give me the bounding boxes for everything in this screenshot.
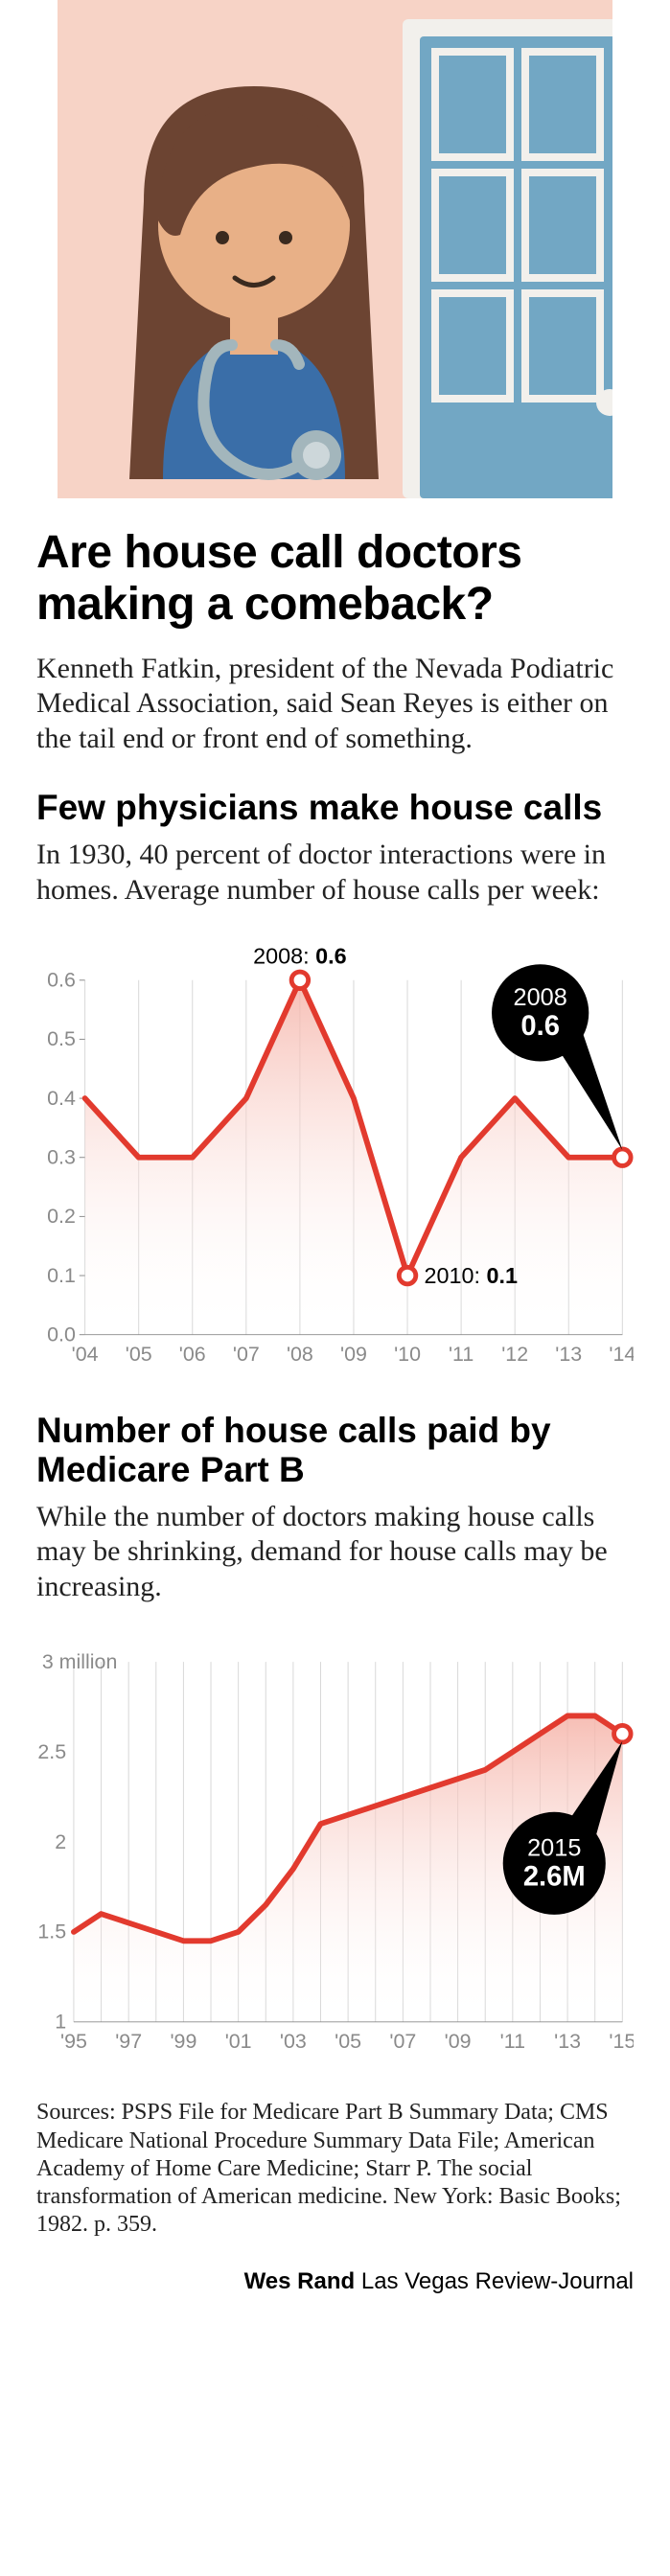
svg-text:'09: '09 (445, 2030, 472, 2053)
credit: Wes Rand Las Vegas Review-Journal (36, 2268, 634, 2314)
svg-text:'15: '15 (609, 2030, 634, 2053)
svg-text:'07: '07 (389, 2030, 416, 2053)
chart1-title: Few physicians make house calls (36, 789, 634, 828)
chart2-subhead: While the number of doctors making house… (36, 1500, 634, 1605)
svg-text:3 million: 3 million (42, 1650, 118, 1673)
svg-text:2.5: 2.5 (37, 1740, 66, 1763)
svg-text:0.2: 0.2 (47, 1205, 76, 1228)
svg-text:2010: 0.1: 2010: 0.1 (425, 1263, 518, 1288)
chart1: 0.00.10.20.30.40.50.6'04'05'06'07'08'09'… (36, 923, 634, 1373)
svg-text:2: 2 (55, 1830, 66, 1853)
chart1-subhead: In 1930, 40 percent of doctor interactio… (36, 838, 634, 908)
hero-illustration (0, 0, 670, 498)
svg-text:1.5: 1.5 (37, 1920, 66, 1944)
svg-text:'07: '07 (233, 1343, 260, 1366)
svg-text:0.6: 0.6 (520, 1011, 560, 1042)
svg-text:'99: '99 (170, 2030, 196, 2053)
svg-text:'06: '06 (179, 1343, 206, 1366)
svg-text:'09: '09 (340, 1343, 367, 1366)
svg-text:2015: 2015 (527, 1835, 581, 1862)
chart2: 11.522.53 million'95'97'99'01'03'05'07'0… (36, 1620, 634, 2060)
svg-text:'13: '13 (555, 1343, 582, 1366)
svg-text:2008: 2008 (514, 984, 567, 1011)
svg-text:'08: '08 (287, 1343, 313, 1366)
svg-text:0.1: 0.1 (47, 1264, 76, 1287)
svg-text:'03: '03 (280, 2030, 307, 2053)
svg-text:'01: '01 (225, 2030, 252, 2053)
svg-text:2008: 0.6: 2008: 0.6 (253, 943, 346, 968)
intro-text: Kenneth Fatkin, president of the Nevada … (36, 652, 634, 757)
svg-text:'95: '95 (60, 2030, 87, 2053)
svg-text:'14: '14 (609, 1343, 634, 1366)
svg-text:'05: '05 (335, 2030, 361, 2053)
infographic: Are house call doctors making a comeback… (0, 0, 670, 2334)
svg-text:'04: '04 (72, 1343, 99, 1366)
svg-text:2.6M: 2.6M (523, 1862, 586, 1893)
sources: Sources: PSPS File for Medicare Part B S… (36, 2099, 634, 2239)
svg-text:'10: '10 (394, 1343, 421, 1366)
credit-name: Wes Rand (244, 2268, 356, 2294)
svg-text:0.5: 0.5 (47, 1027, 76, 1050)
svg-text:'11: '11 (449, 1343, 474, 1366)
chart2-title: Number of house calls paid by Medicare P… (36, 1412, 634, 1489)
svg-text:'05: '05 (126, 1343, 152, 1366)
svg-text:'12: '12 (501, 1343, 528, 1366)
svg-text:'13: '13 (554, 2030, 581, 2053)
svg-text:0.4: 0.4 (47, 1087, 76, 1110)
headline: Are house call doctors making a comeback… (36, 527, 634, 631)
svg-text:'97: '97 (115, 2030, 142, 2053)
svg-text:0.3: 0.3 (47, 1146, 76, 1169)
credit-org: Las Vegas Review-Journal (361, 2268, 634, 2294)
svg-text:0.6: 0.6 (47, 969, 76, 992)
svg-text:'11: '11 (500, 2030, 525, 2053)
